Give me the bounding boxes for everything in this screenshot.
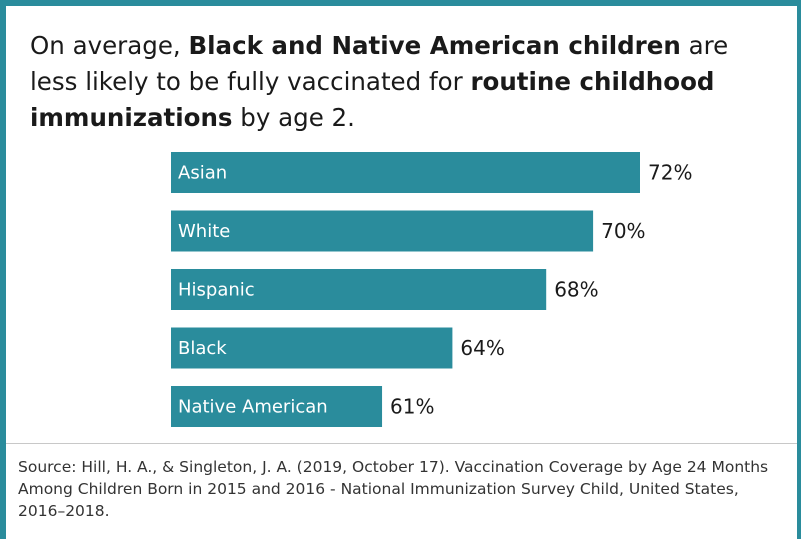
value-label-hispanic: 68% [554, 278, 598, 302]
bar-asian [171, 152, 640, 193]
category-label-native-american: Native American [178, 397, 328, 418]
value-label-asian: 72% [648, 161, 692, 185]
bar-hispanic [171, 269, 547, 310]
value-label-white: 70% [601, 219, 645, 243]
source-note: Source: Hill, H. A., & Singleton, J. A. … [18, 458, 769, 520]
category-label-asian: Asian [178, 163, 227, 184]
value-label-native-american: 61% [390, 395, 434, 419]
bar-native-american [171, 386, 383, 427]
category-label-black: Black [178, 338, 227, 359]
divider [6, 443, 797, 444]
bar-white [171, 210, 594, 252]
bar-black [171, 327, 453, 369]
category-label-hispanic: Hispanic [178, 280, 255, 301]
category-label-white: White [178, 221, 230, 242]
value-label-black: 64% [460, 336, 504, 360]
chart-title: On average, Black and Native American ch… [30, 31, 729, 132]
